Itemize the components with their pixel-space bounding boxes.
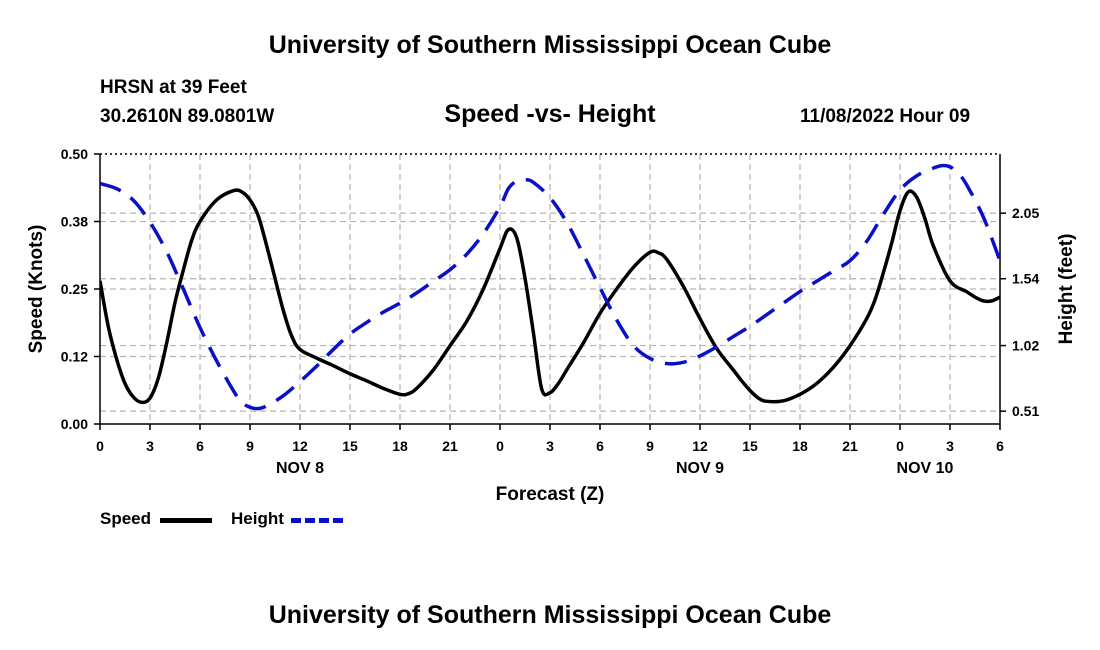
speed-series-line bbox=[100, 188, 1000, 405]
forecast-datetime: 11/08/2022 Hour 09 bbox=[800, 106, 971, 127]
legend-height-swatch bbox=[291, 518, 343, 523]
y-right-tick-label: 0.51 bbox=[1012, 403, 1039, 419]
y-left-tick-label: 0.00 bbox=[61, 416, 88, 432]
height-series-line bbox=[100, 163, 1000, 411]
y-left-axis-title: Speed (Knots) bbox=[26, 225, 47, 354]
x-tick-label: 3 bbox=[546, 438, 554, 454]
y-left-tick-label: 0.12 bbox=[61, 349, 88, 365]
x-date-label: NOV 9 bbox=[676, 460, 724, 477]
station-coordinates: 30.2610N 89.0801W bbox=[100, 106, 275, 127]
legend-speed-label: Speed bbox=[100, 509, 152, 528]
x-tick-label: 12 bbox=[292, 438, 308, 454]
x-tick-label: 15 bbox=[342, 438, 358, 454]
x-tick-label: 12 bbox=[692, 438, 708, 454]
x-tick-label: 3 bbox=[946, 438, 954, 454]
speed-height-chart: 0 3 6 9 12 15 18 21 0 3 6 9 12 15 18 21 0 3 6 NOV 8 NOV 9 NOV… bbox=[26, 146, 1077, 505]
top-title: University of Southern Mississippi Ocean… bbox=[268, 31, 832, 59]
y-right-tick-label: 1.02 bbox=[1012, 338, 1039, 354]
x-axis-title: Forecast (Z) bbox=[496, 484, 605, 505]
x-tick-label: 0 bbox=[496, 438, 504, 454]
x-date-label: NOV 8 bbox=[276, 460, 324, 477]
x-tick-label: 21 bbox=[442, 438, 458, 454]
x-tick-label: 0 bbox=[896, 438, 904, 454]
station-label: HRSN at 39 Feet bbox=[100, 77, 247, 98]
y-left-tick-label: 0.25 bbox=[61, 281, 88, 297]
x-tick-label: 18 bbox=[792, 438, 808, 454]
x-tick-label: 21 bbox=[842, 438, 858, 454]
x-tick-label: 9 bbox=[646, 438, 654, 454]
x-tick-label: 6 bbox=[996, 438, 1004, 454]
x-tick-label: 3 bbox=[146, 438, 154, 454]
chart-subtitle: Speed -vs- Height bbox=[444, 100, 656, 128]
y-left-tick-label: 0.50 bbox=[61, 146, 88, 162]
y-left-tick-label: 0.38 bbox=[61, 214, 88, 230]
legend-speed-swatch bbox=[160, 518, 212, 523]
y-right-axis-title: Height (feet) bbox=[1056, 234, 1077, 345]
x-tick-label: 18 bbox=[392, 438, 408, 454]
y-right-tick-label: 1.54 bbox=[1012, 271, 1039, 287]
x-tick-label: 9 bbox=[246, 438, 254, 454]
legend-height-label: Height bbox=[231, 509, 284, 528]
y-right-tick-label: 2.05 bbox=[1012, 205, 1039, 221]
x-tick-label: 0 bbox=[96, 438, 104, 454]
x-tick-label: 15 bbox=[742, 438, 758, 454]
x-tick-label: 6 bbox=[596, 438, 604, 454]
x-date-label: NOV 10 bbox=[897, 460, 954, 477]
bottom-title: University of Southern Mississippi Ocean… bbox=[268, 601, 832, 629]
x-tick-label: 6 bbox=[196, 438, 204, 454]
